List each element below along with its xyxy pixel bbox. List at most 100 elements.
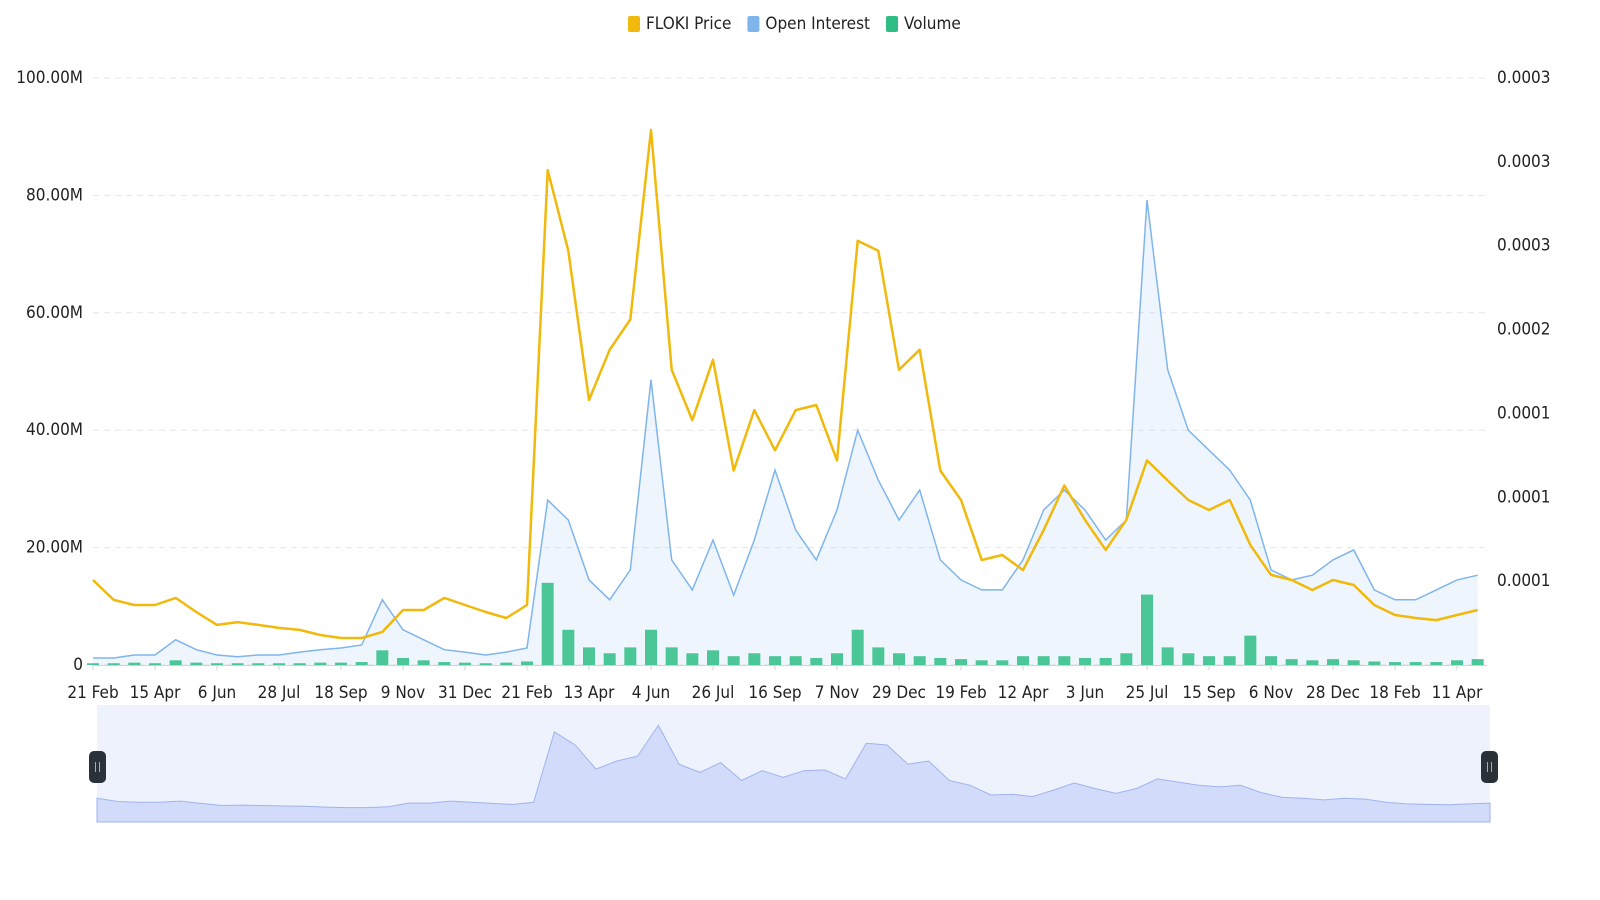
axes: 0 20.00M 40.00M 60.00M 80.00M 100.00M 0.0001 0.… [16,68,1550,703]
volume-bar [128,662,141,665]
volume-bar [417,660,430,665]
legend-swatch [886,16,899,32]
volume-bar [1306,660,1319,665]
legend-label: Volume [904,14,961,34]
volume-bar [851,629,864,665]
x-tick-label: 18 Sep [314,683,367,703]
volume-bar [500,662,513,665]
volume-bar [1079,657,1091,665]
volume-bar [665,647,678,665]
volume-bar [1017,656,1029,665]
volume-bar [810,657,823,665]
x-tick-label: 16 Sep [748,683,801,703]
volume-bar [645,629,657,665]
legend-swatch [747,16,760,32]
x-tick-label: 18 Feb [1369,683,1420,703]
x-tick-label: 31 Dec [438,683,492,703]
volume-bar [1409,662,1422,665]
volume-bar [727,656,740,665]
y2-tick-label: 0.0003 [1497,236,1551,256]
volume-bar [1141,594,1153,665]
x-tick-label: 6 Jun [198,683,236,703]
x-tick-label: 9 Nov [381,683,425,703]
volume-bar [955,659,967,665]
volume-bar [231,663,244,665]
volume-bar [107,663,120,665]
volume-bar [707,650,719,665]
volume-bar [190,662,203,665]
volume-bar [314,662,327,665]
x-tick-label: 11 Apr [1432,683,1483,703]
volume-bar [562,629,575,665]
volume-bar [335,662,347,665]
volume-bar [872,647,885,665]
volume-bar [1244,635,1257,665]
volume-bar [273,663,285,665]
volume-bar [438,662,451,665]
area-line [93,200,1478,659]
volume-bar [376,650,389,665]
x-tick-label: 19 Feb [935,683,986,703]
y2-tick-label: 0.0001 [1497,571,1551,591]
volume-bar [149,663,161,665]
x-tick-label: 15 Sep [1182,683,1235,703]
volume-bar [1223,656,1236,665]
y-tick-label: 40.00M [26,420,83,440]
legend-swatch [628,16,640,32]
volume-bar [1037,656,1050,665]
volume-bar [893,653,905,665]
volume-bar [975,660,988,665]
legend-label: FLOKI Price [646,14,731,34]
x-tick-label: 12 Apr [998,683,1049,703]
volume-bar [479,663,492,665]
x-tick-label: 15 Apr [130,683,181,703]
x-tick-label: 21 Feb [67,683,118,703]
volume-bar [397,657,409,665]
volume-bar [1327,659,1339,665]
volume-bar [211,663,223,665]
volume-bar [1265,656,1277,665]
price-line [92,128,1478,640]
y-tick-label: 100.00M [16,68,83,88]
volume-bar [252,663,265,665]
volume-bar [583,647,595,665]
legend-label: Open Interest [765,14,870,34]
y-tick-label: 20.00M [26,538,83,558]
volume-bar [1161,647,1174,665]
x-tick-label: 3 Jun [1066,683,1104,703]
volume-bar [355,662,368,665]
volume-bar [1285,659,1298,665]
legend: FLOKI Price Open Interest Volume [628,14,961,34]
y2-tick-label: 0.0003 [1497,68,1551,88]
x-tick-label: 4 Jun [632,683,670,703]
volume-bar [459,662,471,665]
x-tick-label: 28 Jul [258,683,301,703]
volume-bar [521,661,533,665]
y-tick-label: 60.00M [26,303,83,323]
y-tick-label: 80.00M [26,185,83,205]
x-tick-label: 26 Jul [692,683,735,703]
volume-bar [996,660,1009,665]
volume-bar [1058,656,1071,665]
plot-area [87,128,1484,665]
volume-bar [831,653,843,665]
y-tick-label: 0 [73,655,83,675]
navigator-handle-left[interactable] [89,751,106,783]
x-tick-label: 7 Nov [815,683,859,703]
volume-bar [169,660,182,665]
x-tick-label: 6 Nov [1249,683,1293,703]
volume-bar [1203,656,1215,665]
y2-tick-label: 0.0002 [1497,320,1551,340]
volume-bar [748,653,761,665]
navigator-handle-right[interactable] [1481,751,1498,783]
volume-bar [1451,660,1463,665]
volume-bar [769,656,781,665]
area-fill [93,200,1478,665]
volume-bar [1389,662,1401,665]
volume-bar [541,582,554,665]
y2-tick-label: 0.0001 [1497,487,1551,507]
navigator-handles[interactable] [89,751,1498,783]
x-tick-label: 25 Jul [1126,683,1169,703]
y2-tick-label: 0.0001 [1497,403,1551,423]
